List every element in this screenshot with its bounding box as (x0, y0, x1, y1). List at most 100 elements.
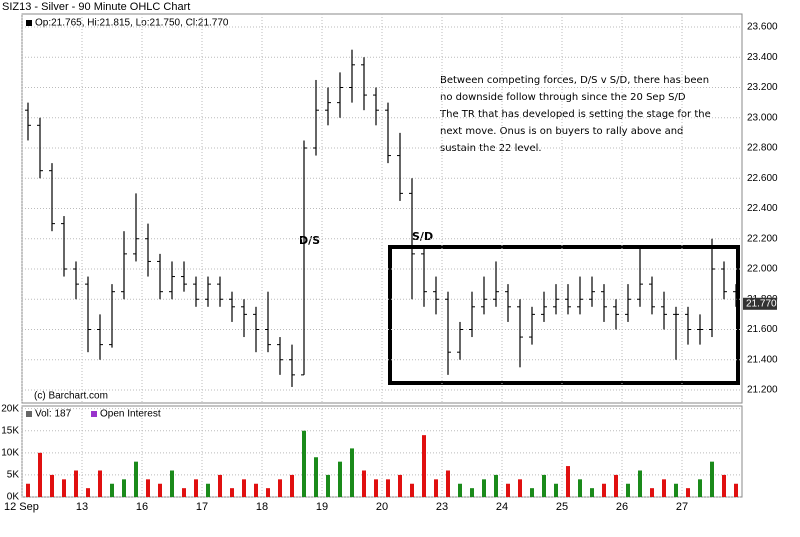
y-tick-label: 22.000 (747, 264, 778, 275)
volume-bar (506, 483, 510, 497)
volume-bar (458, 483, 462, 497)
volume-bar (386, 479, 390, 497)
x-tick-label: 27 (676, 501, 688, 513)
x-tick-label: 18 (256, 501, 268, 513)
volume-bar (722, 474, 726, 497)
x-tick-label: 25 (556, 501, 568, 513)
annotation-line: no downside follow through since the 20 … (440, 92, 686, 103)
volume-bar (278, 479, 282, 497)
volume-bar (518, 479, 522, 497)
y-tick-label: 22.600 (747, 173, 778, 184)
volume-bar (434, 479, 438, 497)
volume-bar (470, 488, 474, 497)
open-interest-title: Open Interest (100, 409, 161, 420)
grid (21, 14, 742, 498)
volume-bar (362, 470, 366, 497)
y-tick-label: 10K (1, 447, 19, 458)
volume-bar (230, 488, 234, 497)
volume-bar (698, 479, 702, 497)
legend-swatch (91, 411, 97, 417)
last-price-tag (743, 297, 777, 310)
volume-bar (194, 479, 198, 497)
volume-bar (602, 483, 606, 497)
volume-bar (338, 461, 342, 497)
volume-bar (530, 488, 534, 497)
volume-bar (86, 488, 90, 497)
x-tick-label: 23 (436, 501, 448, 513)
volume-bar (686, 488, 690, 497)
y-tick-label: 22.800 (747, 143, 778, 154)
x-tick-label: 12 Sep (4, 501, 39, 513)
volume-bar (422, 435, 426, 497)
volume-bar (674, 483, 678, 497)
y-tick-label: 21.600 (747, 324, 778, 335)
volume-bar (614, 474, 618, 497)
volume-bar (134, 461, 138, 497)
x-tick-label: 16 (136, 501, 148, 513)
volume-bar (74, 470, 78, 497)
volume-bar (626, 483, 630, 497)
y-tick-label: 22.400 (747, 203, 778, 214)
credit: (c) Barchart.com (34, 391, 108, 402)
volume-bar (410, 483, 414, 497)
annotation-line: Between competing forces, D/S v S/D, the… (440, 75, 709, 86)
legend-swatch (26, 411, 32, 417)
y-tick-label: 23.000 (747, 112, 778, 123)
x-tick-label: 24 (496, 501, 508, 513)
range-box (388, 245, 740, 385)
chart-title: SIZ13 - Silver - 90 Minute OHLC Chart (2, 1, 190, 13)
y-tick-label: 15K (1, 425, 19, 436)
annotation-label: S/D (412, 230, 433, 243)
x-tick-label: 19 (316, 501, 328, 513)
volume-bar (302, 430, 306, 497)
volume-bar (242, 479, 246, 497)
y-tick-label: 0K (7, 492, 20, 503)
x-tick-label: 17 (196, 501, 208, 513)
volume-bar (554, 483, 558, 497)
volume-bar (542, 474, 546, 497)
x-tick-label: 26 (616, 501, 628, 513)
y-tick-label: 22.200 (747, 233, 778, 244)
y-tick-label: 20K (1, 403, 19, 414)
volume-bar (482, 479, 486, 497)
y-tick-label: 23.400 (747, 52, 778, 63)
volume-bar (266, 488, 270, 497)
volume-bar (638, 470, 642, 497)
y-tick-label: 23.200 (747, 82, 778, 93)
volume-bar (566, 466, 570, 497)
last-price-label: 21.770 (746, 298, 777, 309)
volume-bar (710, 461, 714, 497)
volume-bar (494, 474, 498, 497)
volume-bar (218, 474, 222, 497)
y-tick-label: 5K (7, 470, 20, 481)
volume-bar (398, 474, 402, 497)
volume-bar (26, 483, 30, 497)
volume-bar (254, 483, 258, 497)
volume-bar (158, 483, 162, 497)
volume-bar (62, 479, 66, 497)
volume-bar (98, 470, 102, 497)
annotation-line: The TR that has developed is setting the… (439, 109, 711, 120)
volume-bar (446, 470, 450, 497)
volume-bar (290, 474, 294, 497)
y-tick-label: 23.600 (747, 22, 778, 33)
y-tick-label: 21.200 (747, 385, 778, 396)
volume-bar (38, 452, 42, 497)
legend-swatch (26, 20, 32, 26)
volume-bar (326, 474, 330, 497)
volume-bar (662, 479, 666, 497)
legend-text: Op:21.765, Hi:21.815, Lo:21.750, Cl:21.7… (35, 18, 229, 29)
volume-bar (374, 479, 378, 497)
volume-bar (182, 488, 186, 497)
annotation-label: D/S (299, 234, 320, 247)
volume-bar (650, 488, 654, 497)
volume-bar (578, 479, 582, 497)
volume-bar (146, 479, 150, 497)
volume-bar (206, 483, 210, 497)
volume-bar (590, 488, 594, 497)
volume-bar (50, 474, 54, 497)
volume-title: Vol: 187 (35, 409, 72, 420)
volume-bar (314, 457, 318, 497)
volume-bar (350, 448, 354, 497)
